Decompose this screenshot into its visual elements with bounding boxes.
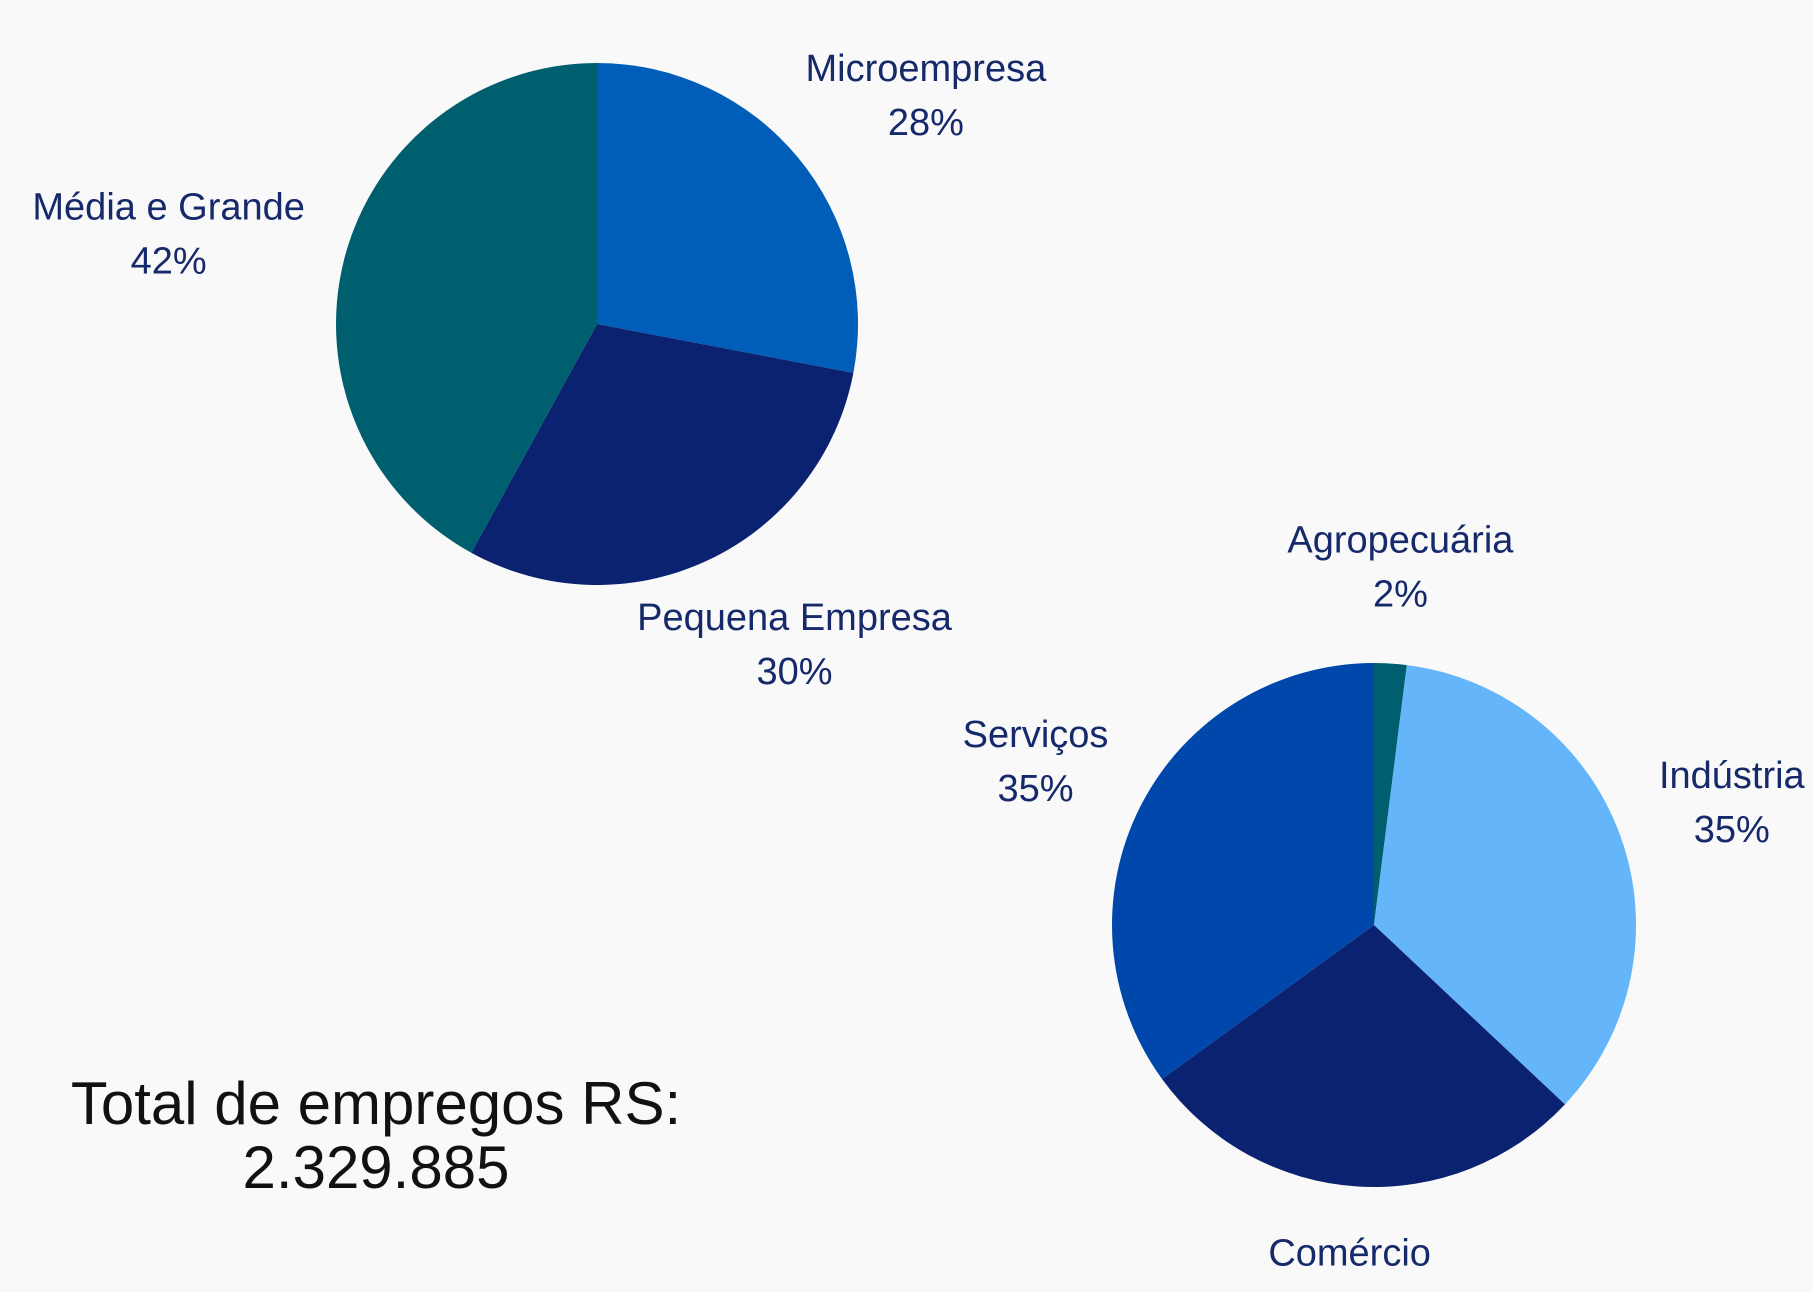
pie-slice <box>597 63 858 373</box>
value-label: 28% <box>1312 1286 1388 1292</box>
slice-label: Serviços 35% <box>963 714 1109 810</box>
category-label: Serviços <box>963 714 1109 756</box>
value-label: 2% <box>1373 574 1428 616</box>
slice-label: Média e Grande 42% <box>32 186 305 282</box>
category-label: Agropecuária <box>1287 520 1514 562</box>
category-label: Microempresa <box>805 48 1047 90</box>
pie-slice <box>1374 663 1407 925</box>
category-label: Pequena Empresa <box>637 597 953 639</box>
slice-label: Comércio 28% <box>1268 1232 1431 1292</box>
value-label: 35% <box>998 768 1074 810</box>
category-label: Comércio <box>1268 1232 1431 1274</box>
total-label: Total de empregos RS: <box>71 1070 681 1137</box>
slice-label: Indústria 35% <box>1659 755 1806 851</box>
category-label: Média e Grande <box>32 186 305 228</box>
value-label: 30% <box>756 651 832 693</box>
category-label: Indústria <box>1659 755 1806 797</box>
value-label: 35% <box>1694 809 1770 851</box>
pie-slice <box>1374 665 1636 1105</box>
total-value: 2.329.885 <box>243 1134 510 1201</box>
slice-label: Pequena Empresa 30% <box>637 597 953 693</box>
pie-slice <box>471 324 854 585</box>
value-label: 28% <box>888 102 964 144</box>
pie-slice <box>1112 663 1374 1079</box>
slice-label: Agropecuária 2% <box>1287 520 1514 616</box>
value-label: 42% <box>131 240 207 282</box>
slice-label: Microempresa 28% <box>805 48 1047 144</box>
pie-slice <box>335 63 597 553</box>
pie-slice <box>1162 925 1565 1187</box>
